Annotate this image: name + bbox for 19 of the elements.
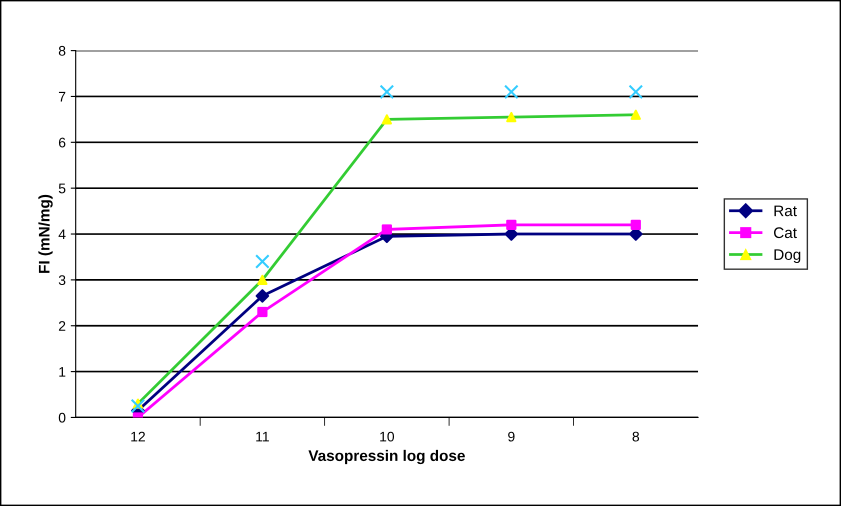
y-tick-label: 3 xyxy=(58,275,66,286)
y-tick-label: 8 xyxy=(58,46,66,56)
y-tick-label: 6 xyxy=(58,138,66,148)
y-tick-label: 1 xyxy=(59,367,66,377)
y-tick-label: 4 xyxy=(58,230,66,240)
x-tick-label: 12 xyxy=(131,432,145,442)
x-tick-label: 10 xyxy=(380,432,394,442)
x-tick-label: 8 xyxy=(632,432,640,442)
x-tick-label: 9 xyxy=(508,432,515,442)
x-tick-label: 11 xyxy=(256,432,269,442)
y-tick-label: 5 xyxy=(58,184,66,194)
y-tick-label: 7 xyxy=(58,92,66,102)
legend-label: Dog xyxy=(774,249,800,264)
x-axis-title: Vasopressin log dose xyxy=(308,450,465,464)
y-tick-label: 2 xyxy=(58,321,66,331)
legend-label: Rat xyxy=(774,206,797,216)
legend-label: Cat xyxy=(774,227,797,238)
y-axis-title: FI (mN/mg) xyxy=(38,194,53,273)
y-tick-label: 0 xyxy=(58,412,66,423)
